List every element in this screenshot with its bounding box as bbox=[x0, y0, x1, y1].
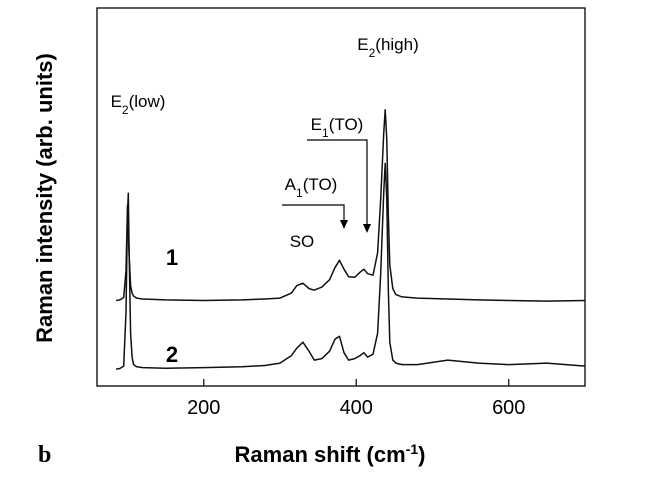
annotation-label: A1(TO) bbox=[285, 175, 338, 200]
arrow-head-icon bbox=[340, 220, 348, 229]
x-axis-title-sup: -1 bbox=[406, 441, 419, 457]
x-axis-title-main: Raman shift (cm bbox=[235, 442, 406, 467]
x-axis-title: Raman shift (cm-1) bbox=[235, 441, 426, 467]
annotation-label: E2(high) bbox=[357, 35, 419, 60]
x-ticks: 200 400 600 bbox=[187, 379, 525, 419]
annotation-label: SO bbox=[290, 232, 315, 251]
annotation-leader-line bbox=[307, 139, 368, 225]
annotation-layer: E2(low) E2(high) E1(TO) A1(TO) SO bbox=[111, 35, 419, 251]
plot-frame bbox=[96, 7, 586, 387]
series-layer: 12 bbox=[115, 109, 586, 370]
x-tick-label: 400 bbox=[340, 397, 373, 419]
annotation-label: E2(low) bbox=[111, 92, 166, 117]
series-label-1: 1 bbox=[166, 245, 178, 270]
x-tick-label: 200 bbox=[187, 397, 220, 419]
x-axis-title-end: ) bbox=[418, 442, 425, 467]
series-line-1 bbox=[115, 109, 586, 302]
annotation-label: E1(TO) bbox=[311, 115, 364, 140]
y-axis-title: Raman intensity (arb. units) bbox=[32, 53, 57, 343]
arrow-head-icon bbox=[363, 224, 371, 233]
series-line-2 bbox=[115, 162, 586, 370]
x-tick-label: 600 bbox=[492, 397, 525, 419]
annotation-leader-line bbox=[282, 204, 345, 221]
series-label-2: 2 bbox=[166, 342, 178, 367]
panel-label: b bbox=[38, 442, 51, 468]
